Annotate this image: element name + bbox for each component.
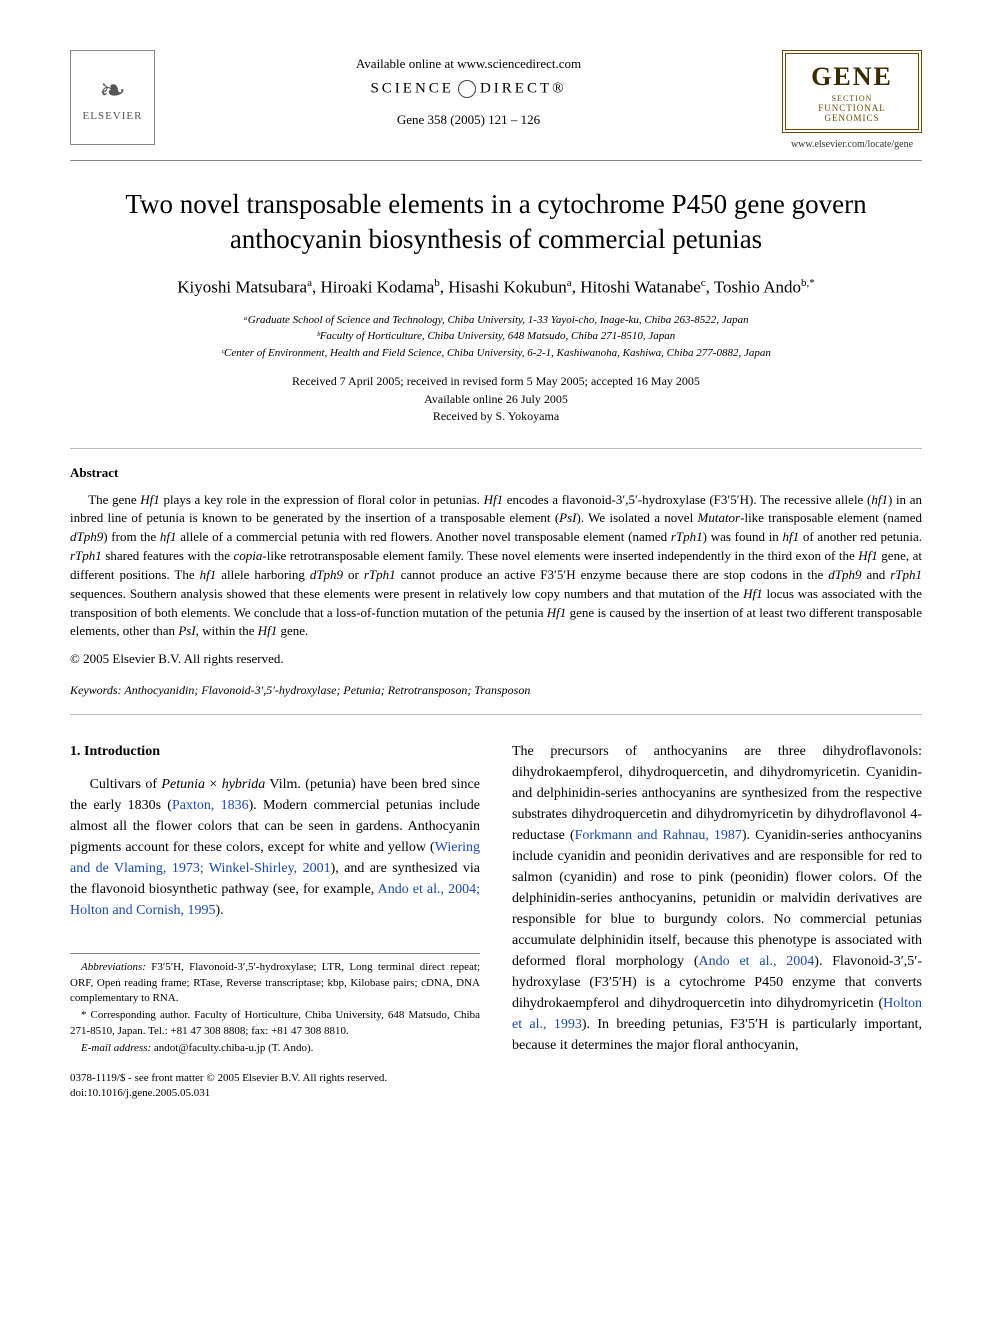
column-right: The precursors of anthocyanins are three… <box>512 741 922 1101</box>
abstract-top-rule <box>70 448 922 449</box>
body-columns: 1. Introduction Cultivars of Petunia × h… <box>70 741 922 1101</box>
abstract-bottom-rule <box>70 714 922 715</box>
column-left: 1. Introduction Cultivars of Petunia × h… <box>70 741 480 1101</box>
authors-line: Kiyoshi Matsubaraa, Hiroaki Kodamab, His… <box>70 277 922 298</box>
journal-citation: Gene 358 (2005) 121 – 126 <box>155 112 782 128</box>
col-left-para: Cultivars of Petunia × hybrida Vilm. (pe… <box>70 774 480 921</box>
date-received: Received 7 April 2005; received in revis… <box>70 373 922 390</box>
article-title: Two novel transposable elements in a cyt… <box>70 187 922 257</box>
bottom-meta: 0378-1119/$ - see front matter © 2005 El… <box>70 1071 480 1102</box>
elsevier-tree-icon: ❧ <box>99 74 126 106</box>
journal-fg: FUNCTIONAL GENOMICS <box>792 103 912 123</box>
available-online-text: Available online at www.sciencedirect.co… <box>155 56 782 72</box>
footnote-email: E-mail address: andot@faculty.chiba-u.jp… <box>70 1041 480 1056</box>
dates-block: Received 7 April 2005; received in revis… <box>70 373 922 425</box>
header-rule <box>70 160 922 161</box>
keywords-label: Keywords: <box>70 683 122 697</box>
footnotes-block: Abbreviations: F3′5′H, Flavonoid-3′,5′-h… <box>70 953 480 1056</box>
elsevier-name: ELSEVIER <box>83 110 143 122</box>
journal-logo-block: GENE SECTION FUNCTIONAL GENOMICS www.els… <box>782 50 922 150</box>
abstract-copyright: © 2005 Elsevier B.V. All rights reserved… <box>70 651 922 667</box>
footnote-corresponding: * Corresponding author. Faculty of Horti… <box>70 1008 480 1039</box>
journal-section: SECTION <box>792 94 912 103</box>
journal-box: GENE SECTION FUNCTIONAL GENOMICS <box>782 50 922 133</box>
abstract-body: The gene Hf1 plays a key role in the exp… <box>70 491 922 642</box>
affiliation-a: ᵃGraduate School of Science and Technolo… <box>70 312 922 329</box>
date-received-by: Received by S. Yokoyama <box>70 408 922 425</box>
abstract-text: The gene Hf1 plays a key role in the exp… <box>70 491 922 642</box>
abstract-heading: Abstract <box>70 465 922 481</box>
affiliations: ᵃGraduate School of Science and Technolo… <box>70 312 922 362</box>
col-right-para: The precursors of anthocyanins are three… <box>512 741 922 1056</box>
science-direct-logo: SCIENCE DIRECT® <box>155 80 782 98</box>
sd-text-right: DIRECT® <box>480 80 567 96</box>
affiliation-b: ᵇFaculty of Horticulture, Chiba Universi… <box>70 328 922 345</box>
sd-text-left: SCIENCE <box>370 80 454 96</box>
doi-line: doi:10.1016/j.gene.2005.05.031 <box>70 1086 480 1101</box>
page-header: ❧ ELSEVIER Available online at www.scien… <box>70 50 922 150</box>
journal-gene: GENE <box>792 62 912 92</box>
footnote-abbrev: Abbreviations: F3′5′H, Flavonoid-3′,5′-h… <box>70 960 480 1006</box>
header-center: Available online at www.sciencedirect.co… <box>155 50 782 128</box>
elsevier-logo: ❧ ELSEVIER <box>70 50 155 145</box>
affiliation-c: ᶜCenter of Environment, Health and Field… <box>70 345 922 362</box>
section-1-heading: 1. Introduction <box>70 741 480 762</box>
sd-orb-icon <box>458 80 476 98</box>
front-matter-line: 0378-1119/$ - see front matter © 2005 El… <box>70 1071 480 1086</box>
keywords-line: Keywords: Anthocyanidin; Flavonoid-3′,5′… <box>70 683 922 698</box>
date-online: Available online 26 July 2005 <box>70 391 922 408</box>
journal-url: www.elsevier.com/locate/gene <box>782 139 922 150</box>
keywords-text: Anthocyanidin; Flavonoid-3′,5′-hydroxyla… <box>124 683 530 697</box>
